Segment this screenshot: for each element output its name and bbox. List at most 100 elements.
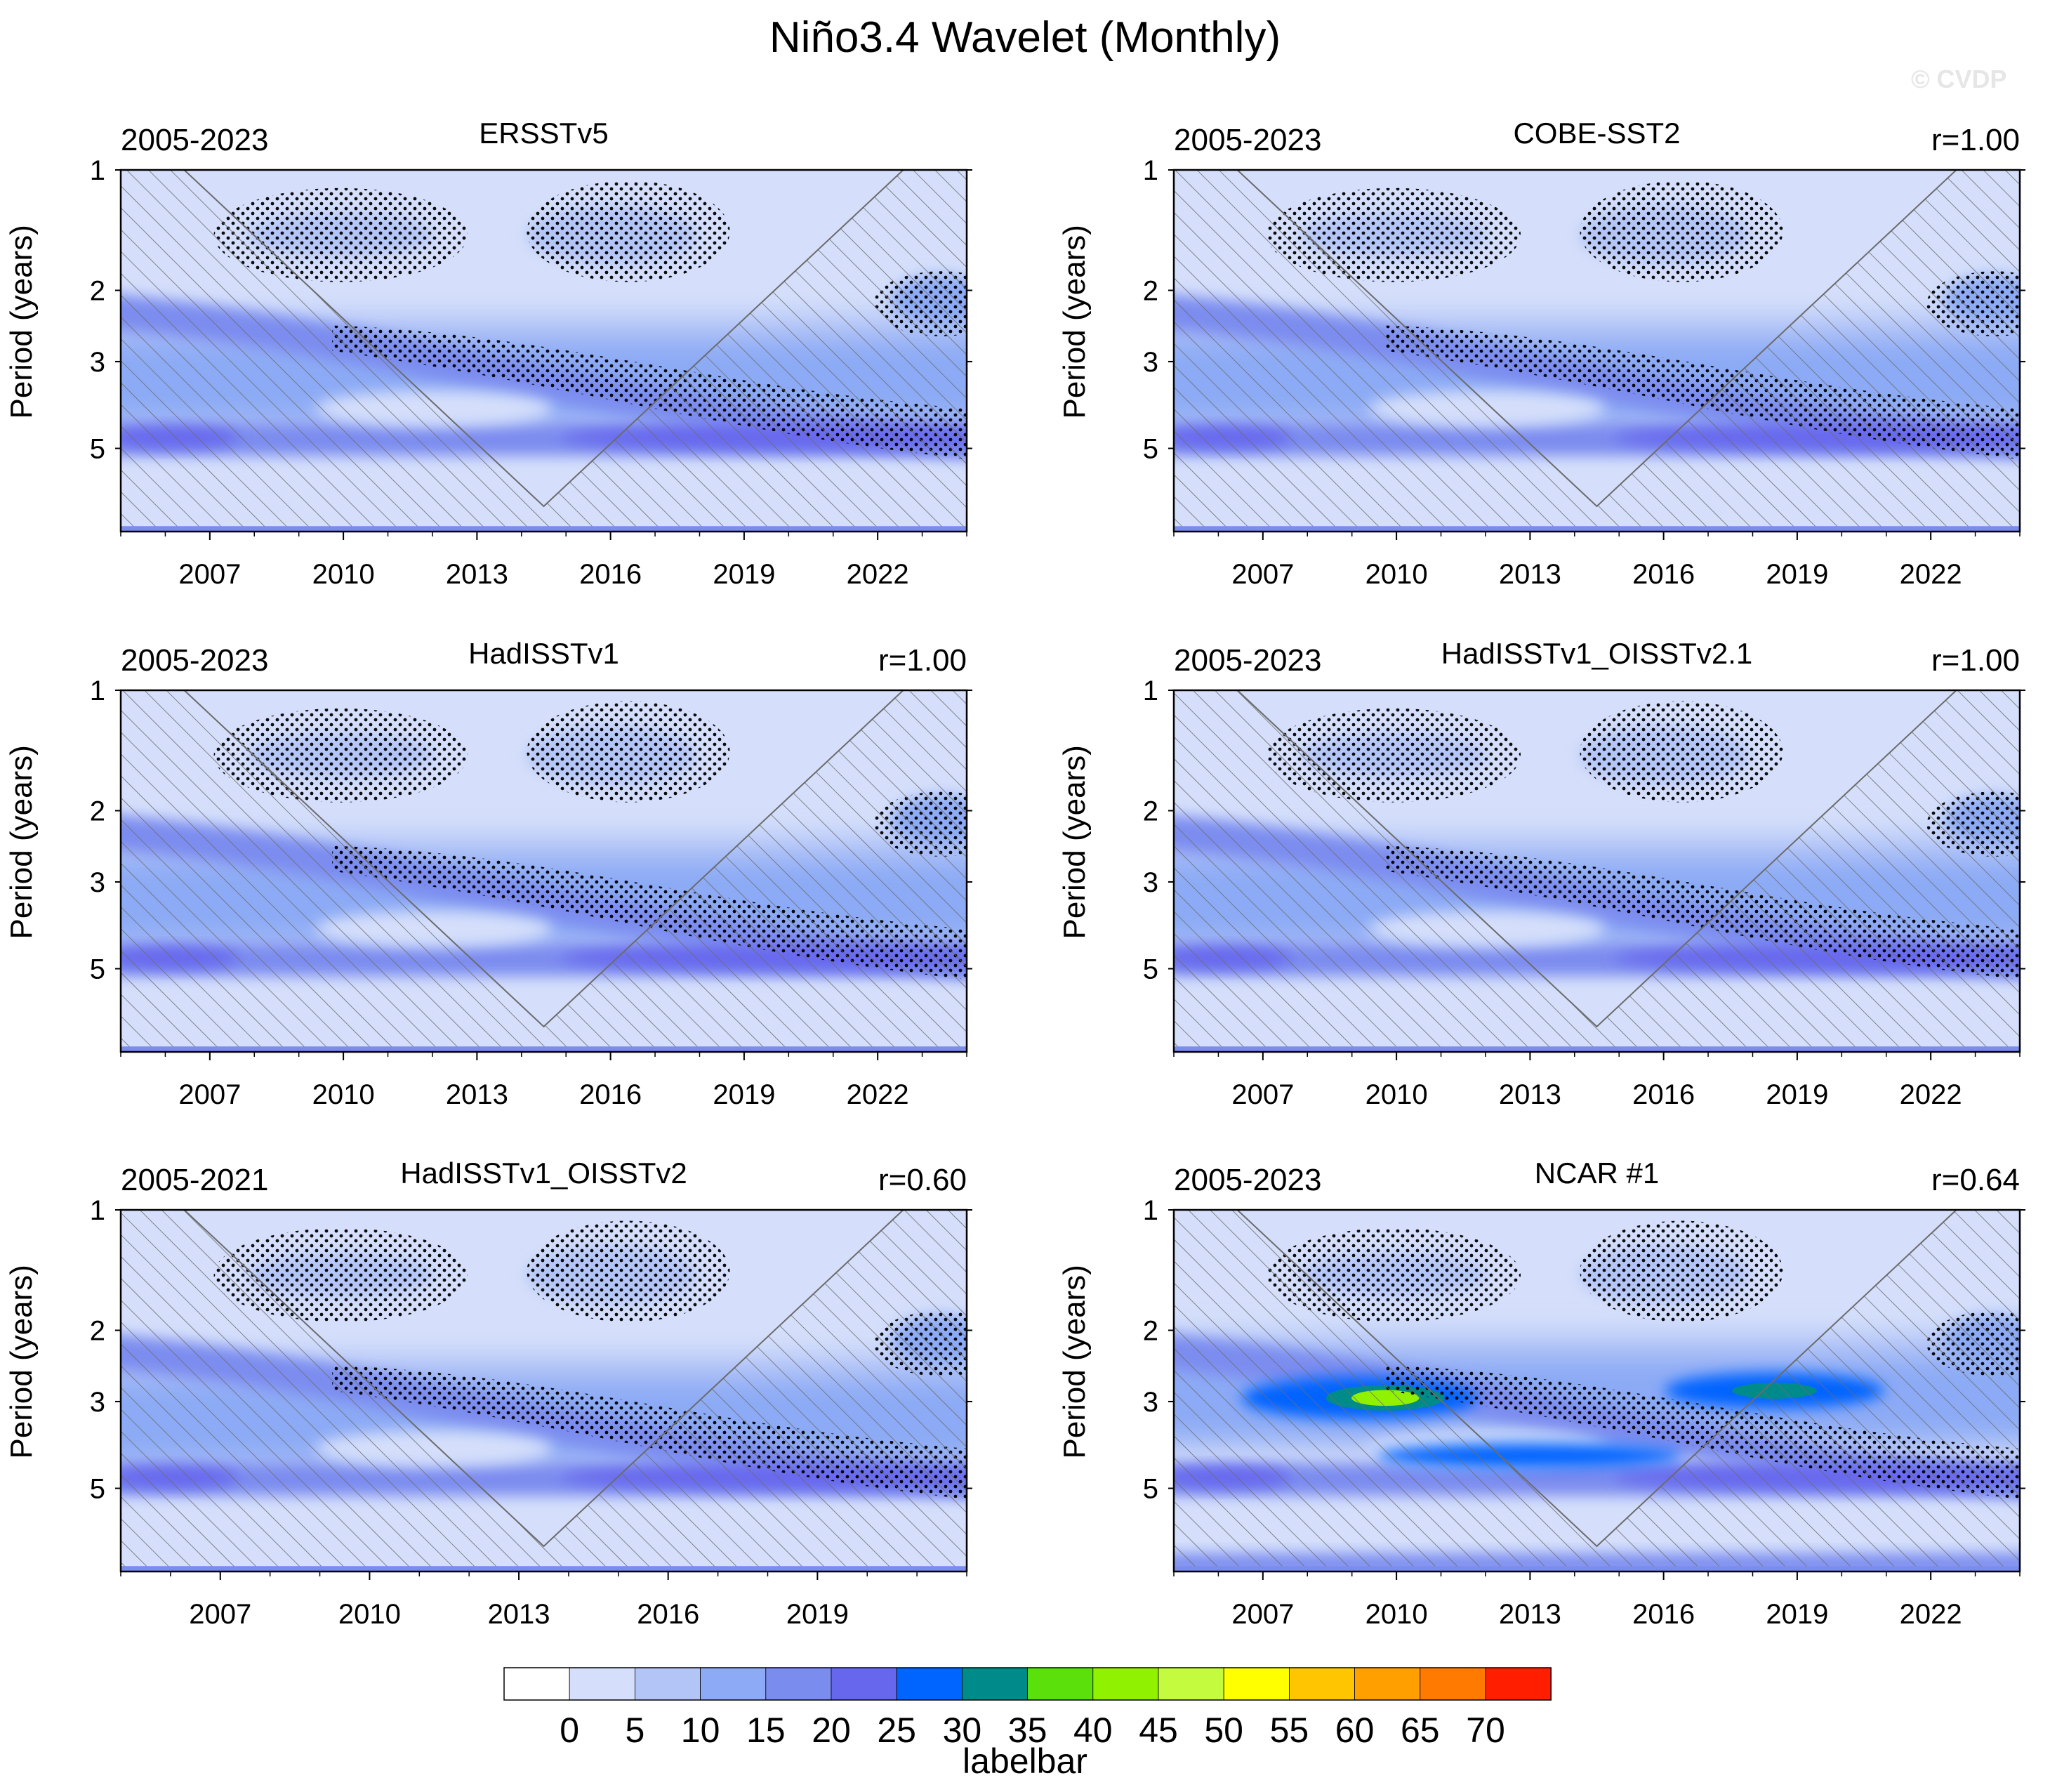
panel-plot-area bbox=[1174, 1210, 2020, 1572]
colorbar-label: 10 bbox=[681, 1711, 720, 1750]
x-tick-label: 2016 bbox=[1632, 1599, 1695, 1630]
colorbar-swatch bbox=[503, 1667, 570, 1701]
x-tick-label: 2013 bbox=[446, 559, 508, 590]
panel-title: HadISSTv1_OISSTv2.1 bbox=[1441, 637, 1753, 670]
colorbar-label: 30 bbox=[943, 1711, 982, 1750]
x-tick-label: 2016 bbox=[579, 559, 642, 590]
panel-correlation: r=1.00 bbox=[878, 643, 967, 678]
x-tick-label: 2007 bbox=[178, 1079, 241, 1110]
coi-bottom-strip bbox=[121, 1566, 967, 1572]
panel-frame bbox=[119, 1208, 968, 1573]
x-tick-label: 2019 bbox=[713, 1079, 775, 1110]
x-tick-label: 2016 bbox=[1632, 1079, 1695, 1110]
x-tick-label: 2019 bbox=[786, 1599, 849, 1630]
colorbar-swatch bbox=[1289, 1667, 1356, 1701]
x-tick-label: 2010 bbox=[1365, 1599, 1428, 1630]
y-tick-label: 3 bbox=[1143, 867, 1158, 898]
y-tick-label: 5 bbox=[90, 954, 105, 985]
x-tick-label: 2019 bbox=[1766, 559, 1828, 590]
coi-hatch bbox=[1174, 1210, 2020, 1572]
y-axis-label: Period (years) bbox=[4, 745, 39, 939]
colorbar-label: 50 bbox=[1204, 1711, 1243, 1750]
colorbar-label: 60 bbox=[1335, 1711, 1375, 1750]
panel-period: 2005-2023 bbox=[121, 643, 268, 678]
colorbar-swatch bbox=[831, 1667, 897, 1701]
colorbar-swatch bbox=[1223, 1667, 1290, 1701]
colorbar-caption: labelbar bbox=[963, 1741, 1087, 1781]
colorbar-swatch bbox=[1158, 1667, 1224, 1701]
coi-line bbox=[183, 170, 904, 508]
x-tick-label: 2013 bbox=[488, 1599, 550, 1630]
panel-title: COBE-SST2 bbox=[1513, 117, 1680, 150]
panel-title: HadISSTv1_OISSTv2 bbox=[400, 1157, 687, 1190]
panel-plot-area bbox=[121, 690, 967, 1052]
colorbar-swatch bbox=[1092, 1667, 1159, 1701]
x-tick-label: 2013 bbox=[1499, 1079, 1561, 1110]
y-tick-label: 2 bbox=[1143, 796, 1158, 826]
colorbar-swatch bbox=[1027, 1667, 1094, 1701]
y-tick-label: 3 bbox=[1143, 1387, 1158, 1418]
cone-of-influence bbox=[1174, 170, 2020, 532]
y-tick-label: 5 bbox=[1143, 1474, 1158, 1505]
coi-hatch bbox=[1174, 690, 2020, 1052]
panel-title: ERSSTv5 bbox=[479, 117, 608, 150]
cone-of-influence bbox=[121, 690, 967, 1052]
y-tick-label: 3 bbox=[90, 347, 105, 378]
panel-period: 2005-2021 bbox=[121, 1163, 268, 1197]
x-tick-label: 2019 bbox=[1766, 1599, 1828, 1630]
panel-correlation: r=1.00 bbox=[1931, 643, 2020, 678]
coi-bottom-strip bbox=[1174, 526, 2020, 532]
colorbar-label: 5 bbox=[625, 1711, 644, 1750]
y-tick-label: 2 bbox=[90, 275, 105, 306]
y-axis-label: Period (years) bbox=[4, 225, 39, 419]
panel-period: 2005-2023 bbox=[1174, 123, 1321, 157]
y-tick-label: 5 bbox=[1143, 954, 1158, 985]
y-tick-label: 2 bbox=[1143, 1315, 1158, 1346]
coi-line bbox=[183, 690, 904, 1028]
cone-of-influence bbox=[121, 170, 967, 532]
y-tick-label: 1 bbox=[90, 1195, 105, 1226]
colorbar-label: 0 bbox=[560, 1711, 579, 1750]
cone-of-influence bbox=[1174, 690, 2020, 1052]
colorbar-swatch bbox=[1485, 1667, 1552, 1701]
colorbar-swatch bbox=[765, 1667, 832, 1701]
y-tick-label: 2 bbox=[90, 796, 105, 826]
panel-plot-area bbox=[121, 170, 967, 532]
main-title: Niño3.4 Wavelet (Monthly) bbox=[769, 13, 1281, 62]
panel-1: 1 2 3 5 2007 2010 2013 2016 2019 2022 Period (year… bbox=[4, 117, 972, 590]
x-tick-label: 2007 bbox=[178, 559, 241, 590]
coi-line bbox=[183, 1210, 904, 1548]
coi-line bbox=[1236, 1210, 1957, 1548]
panel-title: NCAR #1 bbox=[1535, 1157, 1659, 1190]
panel-frame bbox=[1172, 689, 2021, 1053]
x-tick-label: 2022 bbox=[1900, 1079, 1962, 1110]
coi-bottom-strip bbox=[121, 526, 967, 532]
panels-group: 1 2 3 5 2007 2010 2013 2016 2019 2022 Period (year… bbox=[4, 117, 2025, 1630]
y-tick-label: 3 bbox=[90, 1387, 105, 1418]
panel-period: 2005-2023 bbox=[121, 123, 268, 157]
x-tick-label: 2013 bbox=[446, 1079, 508, 1110]
colorbar-swatch bbox=[569, 1667, 635, 1701]
panel-correlation: r=0.60 bbox=[878, 1163, 967, 1197]
y-axis-label: Period (years) bbox=[1057, 1265, 1092, 1458]
colorbar-label: 40 bbox=[1073, 1711, 1113, 1750]
x-tick-label: 2016 bbox=[637, 1599, 699, 1630]
coi-hatch bbox=[121, 1210, 967, 1572]
x-tick-label: 2010 bbox=[312, 1079, 375, 1110]
colorbar-label: 20 bbox=[812, 1711, 851, 1750]
x-tick-label: 2016 bbox=[579, 1079, 642, 1110]
stipple-b bbox=[1580, 180, 1783, 282]
coi-line bbox=[1236, 170, 1957, 508]
colorbar-swatch bbox=[896, 1667, 963, 1701]
watermark: © CVDP bbox=[1911, 65, 2007, 93]
x-tick-label: 2007 bbox=[1231, 559, 1294, 590]
colorbar: 0 5 10 15 20 25 30 35 40 45 50 55 60 65 70 bbox=[503, 1667, 1552, 1750]
y-tick-label: 5 bbox=[90, 434, 105, 465]
colorbar-label: 70 bbox=[1466, 1711, 1505, 1750]
x-tick-label: 2022 bbox=[847, 559, 909, 590]
y-tick-label: 3 bbox=[1143, 347, 1158, 378]
x-tick-label: 2019 bbox=[1766, 1079, 1828, 1110]
y-tick-label: 1 bbox=[1143, 676, 1158, 706]
panel-frame bbox=[1172, 1208, 2021, 1573]
y-tick-label: 1 bbox=[1143, 155, 1158, 186]
